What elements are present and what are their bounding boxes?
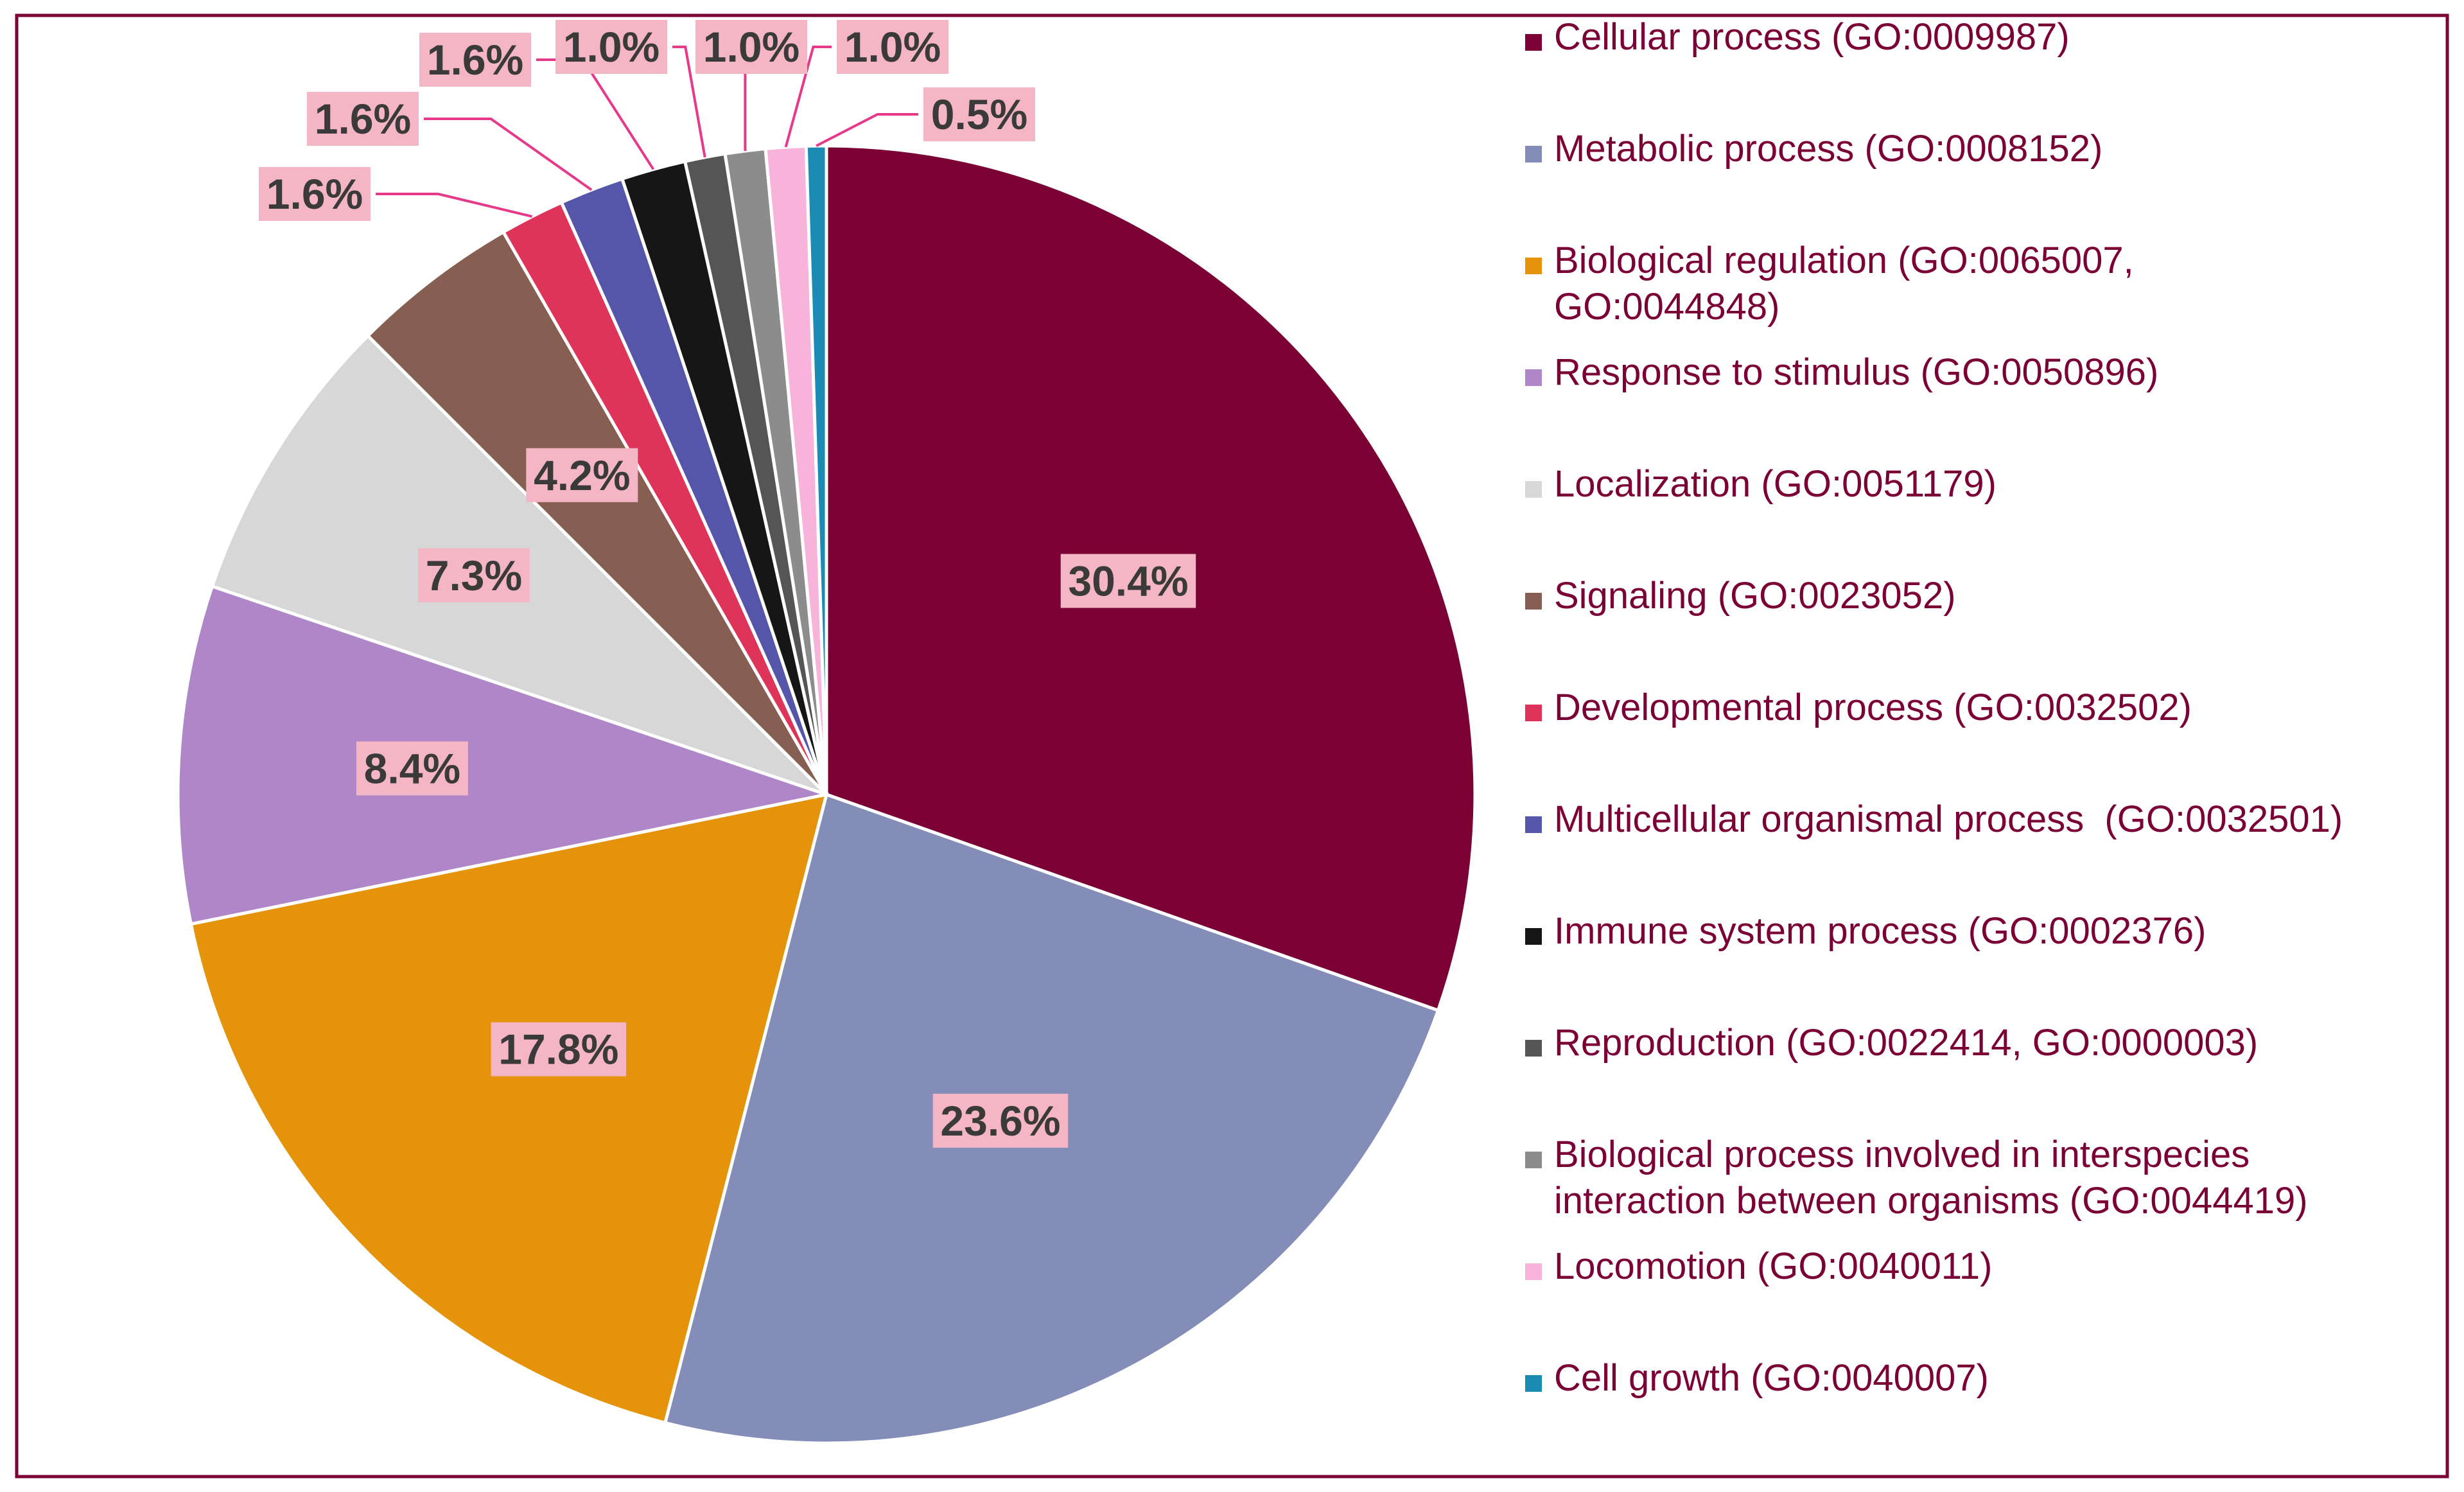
data-label: 7.3%	[426, 552, 522, 599]
legend-label: interaction between organisms (GO:004441…	[1554, 1180, 2308, 1222]
legend-label: Immune system process (GO:0002376)	[1554, 910, 2206, 952]
data-label: 1.6%	[315, 95, 411, 143]
legend-swatch	[1525, 928, 1542, 945]
data-label: 1.6%	[427, 36, 523, 83]
legend-item-metabolic-process: Metabolic process (GO:0008152)	[1525, 128, 2102, 170]
legend-label: Localization (GO:0051179)	[1554, 463, 1997, 505]
legend-item-cellular-process: Cellular process (GO:0009987)	[1525, 16, 2070, 58]
legend-label: Developmental process (GO:0032502)	[1554, 687, 2192, 728]
data-label: 1.6%	[266, 170, 363, 218]
legend-item-localization: Localization (GO:0051179)	[1525, 463, 1997, 505]
data-label-bg	[259, 167, 371, 221]
data-label: 0.5%	[931, 91, 1027, 138]
legend-label: Cellular process (GO:0009987)	[1554, 16, 2070, 58]
leader-line	[816, 113, 918, 147]
data-label: 1.0%	[703, 23, 799, 71]
data-label: 4.2%	[534, 452, 630, 499]
data-label: 1.0%	[563, 23, 660, 71]
legend-swatch	[1525, 146, 1542, 162]
legend-label: Metabolic process (GO:0008152)	[1554, 128, 2102, 170]
legend-swatch	[1525, 34, 1542, 51]
legend-item-locomotion: Locomotion (GO:0040011)	[1525, 1245, 1992, 1287]
legend-swatch	[1525, 593, 1542, 610]
legend-label: Biological regulation (GO:0065007,	[1554, 240, 2134, 281]
legend-label: Response to stimulus (GO:0050896)	[1554, 351, 2158, 393]
leader-line	[784, 46, 832, 148]
leader-line	[672, 46, 706, 158]
legend-label: Multicellular organismal process (GO:003…	[1554, 798, 2343, 840]
legend-swatch	[1525, 369, 1542, 386]
data-label-bg	[837, 20, 948, 74]
legend-label: Reproduction (GO:0022414, GO:0000003)	[1554, 1022, 2258, 1064]
data-label-bg	[491, 1022, 627, 1076]
legend-swatch	[1525, 705, 1542, 721]
legend-item-biological-regulation: Biological regulation (GO:0065007, GO:004…	[1525, 240, 2134, 328]
legend-item-immune-system-process: Immune system process (GO:0002376)	[1525, 910, 2206, 952]
legend-swatch	[1525, 1375, 1542, 1392]
leader-line	[424, 118, 593, 191]
legend-label: GO:0044848)	[1554, 286, 1779, 328]
legend-label: Signaling (GO:0023052)	[1554, 575, 1956, 617]
data-label-bg	[419, 33, 531, 87]
data-label: 17.8%	[498, 1026, 618, 1073]
leader-lines	[376, 46, 918, 218]
data-label-bg	[356, 741, 468, 796]
data-label-bg	[555, 20, 667, 74]
pie-slice-biological-regulation	[189, 792, 829, 1425]
data-label-bg	[923, 87, 1035, 141]
legend-swatch	[1525, 481, 1542, 498]
data-label: 1.0%	[844, 23, 941, 71]
pie-slice-signaling	[365, 229, 828, 796]
legend-item-signaling: Signaling (GO:0023052)	[1525, 575, 1956, 617]
legend-item-response-to-stimulus: Response to stimulus (GO:0050896)	[1525, 351, 2158, 393]
legend-item-multicellular-organismal-process: Multicellular organismal process (GO:003…	[1525, 798, 2343, 840]
legend-swatch	[1525, 1263, 1542, 1280]
legend-item-cell-growth: Cell growth (GO:0040007)	[1525, 1357, 1989, 1399]
data-label-bg	[417, 548, 530, 602]
legend-swatch	[1525, 1040, 1542, 1057]
legend-label: Locomotion (GO:0040011)	[1554, 1245, 1992, 1287]
data-label-bg	[1060, 554, 1196, 608]
legend-swatch	[1525, 1152, 1542, 1168]
legend-label: Cell growth (GO:0040007)	[1554, 1357, 1989, 1399]
pie-slice-response-to-stimulus	[176, 584, 833, 926]
data-label: 8.4%	[364, 744, 460, 792]
legend-item-reproduction: Reproduction (GO:0022414, GO:0000003)	[1525, 1022, 2258, 1064]
data-label-bg	[526, 448, 638, 502]
legend-swatch	[1525, 816, 1542, 833]
data-label: 23.6%	[940, 1097, 1060, 1145]
leader-line	[376, 193, 532, 218]
legend-item-developmental-process: Developmental process (GO:0032502)	[1525, 687, 2192, 728]
data-label-bg	[932, 1093, 1069, 1148]
legend-swatch	[1525, 258, 1542, 274]
data-labels: 30.4% 23.6% 17.8% 8.4% 7.3% 4.2% 1.6% 1.6% 1.6% 1…	[259, 20, 1196, 1148]
data-label-bg	[307, 92, 419, 146]
data-label-bg	[695, 20, 807, 74]
legend-label: Biological process involved in interspec…	[1554, 1134, 2250, 1175]
legend-item-biological-process-involved-in-interspecies-interaction-between-organisms: Biological process involved in interspec…	[1525, 1134, 2308, 1222]
legend: Cellular process (GO:0009987) Metabolic p…	[1525, 16, 2343, 1399]
data-label: 30.4%	[1068, 557, 1188, 604]
